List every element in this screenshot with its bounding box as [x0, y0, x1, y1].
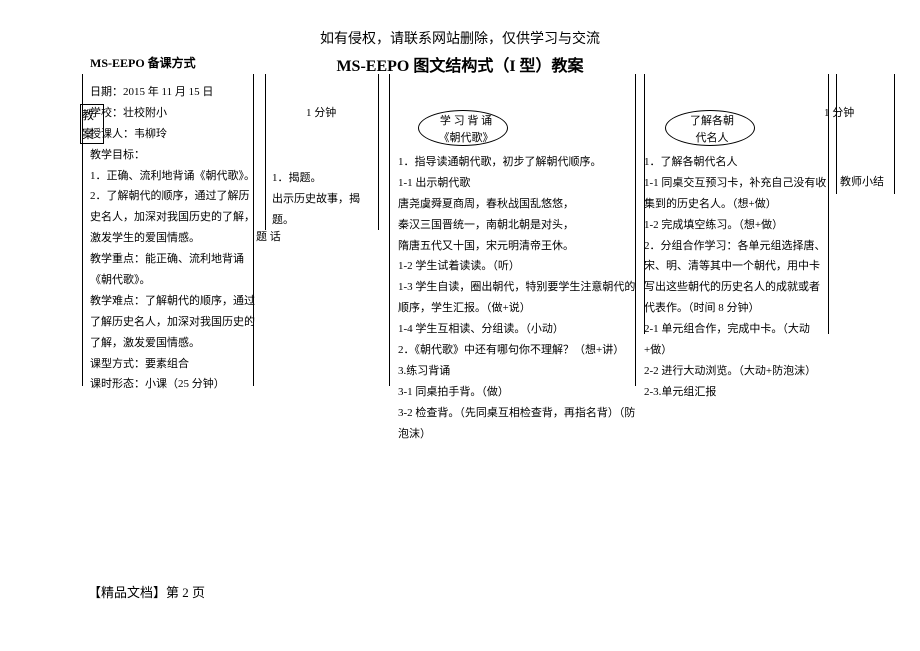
- column-3: 1．指导读通朝代歌，初步了解朝代顺序。 1-1 出示朝代歌 唐尧虞舜夏商周，春秋…: [398, 152, 646, 444]
- column-4: 1．了解各朝代名人 1-1 同桌交互预习卡，补充自己没有收集到的历史名人。（想+…: [644, 152, 828, 403]
- c2-l2: 出示历史故事，揭题。: [272, 189, 374, 231]
- c3-l5: 隋唐五代又十国，宋元明清帝王休。: [398, 236, 646, 257]
- c3-l12: 3-2 检查背。（先同桌互相检查背，再指名背）（防泡沫）: [398, 403, 646, 445]
- c3-l11: 3-1 同桌拍手背。（做）: [398, 382, 646, 403]
- vline: [894, 74, 895, 194]
- c3-l4: 秦汉三国晋统一，南朝北朝是对头，: [398, 215, 646, 236]
- c3-l1: 1．指导读通朝代歌，初步了解朝代顺序。: [398, 152, 646, 173]
- vline: [378, 74, 379, 230]
- vline: [836, 74, 837, 194]
- c4-l6: 2-2 进行大动浏览。（大动+防泡沫）: [644, 361, 828, 382]
- c1-type: 课型方式：要素组合: [90, 354, 255, 375]
- ellipse-1-line2: 《朝代歌》: [426, 130, 506, 147]
- c3-l2: 1-1 出示朝代歌: [398, 173, 646, 194]
- c1-teacher: 授课人：韦柳玲: [90, 124, 255, 145]
- c3-l7: 1-3 学生自读，圈出朝代，特别要学生注意朝代的顺序，学生汇报。（做+说）: [398, 277, 646, 319]
- column-5: 教师小结: [840, 172, 892, 193]
- c1-goal-label: 教学目标：: [90, 145, 255, 166]
- c1-difficulty: 教学难点：了解朝代的顺序，通过了解历史名人，加深对我国历史的了解，激发爱国情感。: [90, 291, 255, 354]
- sub-header: MS-EEPO 备课方式: [90, 54, 196, 71]
- c4-l1: 1．了解各朝代名人: [644, 152, 828, 173]
- footer: 【精品文档】第 2 页: [88, 582, 205, 601]
- c3-l9: 2．《朝代歌》中还有哪句你不理解？（想+讲）: [398, 340, 646, 361]
- c1-date: 日期：2015 年 11 月 15 日: [90, 82, 255, 103]
- c5-l1: 教师小结: [840, 172, 892, 193]
- c1-keypoint: 教学重点：能正确、流利地背诵《朝代歌》。: [90, 249, 255, 291]
- c1-form: 课时形态：小课（25 分钟）: [90, 374, 255, 395]
- column-1: 日期：2015 年 11 月 15 日 学校：壮校附小 授课人：韦柳玲 教学目标…: [90, 82, 255, 395]
- vline: [389, 74, 390, 386]
- c3-l8: 1-4 学生互相读、分组读。（小动）: [398, 319, 646, 340]
- c4-l3: 1-2 完成填空练习。（想+做）: [644, 215, 828, 236]
- c4-l5: 2-1 单元组合作，完成中卡。（大动+做）: [644, 319, 828, 361]
- c1-school: 学校：壮校附小: [90, 103, 255, 124]
- ellipse-2-line2: 代名人: [672, 130, 752, 147]
- ellipse-2-label: 了解各朝 代名人: [672, 113, 752, 146]
- c4-l2: 1-1 同桌交互预习卡，补充自己没有收集到的历史名人。（想+做）: [644, 173, 828, 215]
- c4-l4: 2．分组合作学习：各单元组选择唐、宋、明、清等其中一个朝代，用中卡写出这些朝代的…: [644, 236, 828, 320]
- c4-l7: 2-3.单元组汇报: [644, 382, 828, 403]
- vline: [265, 74, 266, 230]
- c3-l10: 3.练习背诵: [398, 361, 646, 382]
- column-2: 1．揭题。 出示历史故事，揭题。: [272, 168, 374, 231]
- header-notice: 如有侵权，请联系网站删除，仅供学习与交流: [0, 28, 920, 48]
- c1-goal1: 1．正确、流利地背诵《朝代歌》。: [90, 166, 255, 187]
- timing-left: 1 分钟: [306, 104, 336, 120]
- ellipse-2-line1: 了解各朝: [672, 113, 752, 130]
- c2-l1: 1．揭题。: [272, 168, 374, 189]
- c1-goal2: 2．了解朝代的顺序，通过了解历史名人，加深对我国历史的了解，激发学生的爱国情感。: [90, 186, 255, 249]
- ellipse-1-label: 学 习 背 诵 《朝代歌》: [426, 113, 506, 146]
- c3-l3: 唐尧虞舜夏商周，春秋战国乱悠悠，: [398, 194, 646, 215]
- c3-l6: 1-2 学生试着读读。（听）: [398, 256, 646, 277]
- timing-right: 1 分钟: [824, 104, 854, 120]
- ellipse-1-line1: 学 习 背 诵: [426, 113, 506, 130]
